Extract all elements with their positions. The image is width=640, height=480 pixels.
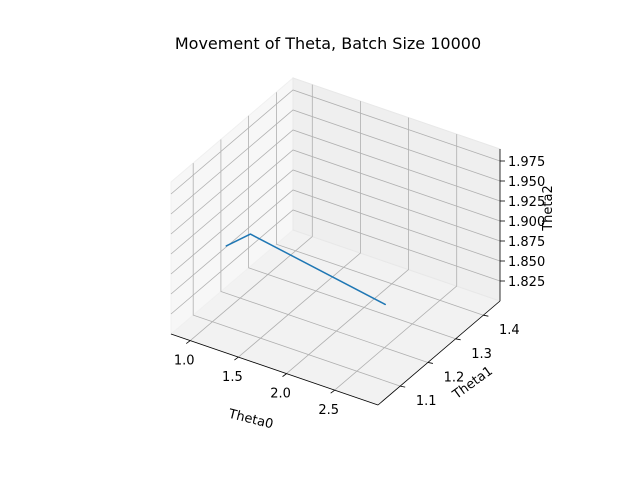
z-axis-label: Theta2 [541, 185, 556, 232]
z-tick-label: 1.875 [508, 235, 545, 250]
y-tick-mark [483, 314, 489, 317]
axis-lines [170, 149, 501, 406]
x-axis-line [170, 333, 379, 406]
z-tick-label: 1.950 [508, 175, 545, 190]
y-tick-label: 1.4 [499, 323, 520, 338]
z-tick-label: 1.900 [508, 215, 545, 230]
x-axis-label: Theta0 [226, 407, 275, 433]
x-gridline [286, 117, 409, 374]
z-tick-label: 1.925 [508, 195, 545, 210]
z-gridline [170, 169, 501, 275]
axis-panes [170, 76, 501, 406]
y-gridline [248, 115, 456, 340]
z-gridline [170, 129, 501, 235]
z-gridline [170, 189, 501, 295]
z-tick-label: 1.850 [508, 255, 545, 270]
x-tick-mark [186, 340, 191, 344]
x-gridline [238, 101, 361, 358]
series-line [225, 233, 386, 306]
tick-group: 1.0 1.5 2.0 2.5 1.1 1.2 1.3 1.4 1.825 1.850 1.875 1… [174, 155, 545, 418]
y-tick-mark [427, 362, 433, 364]
y-axis-line [377, 300, 501, 406]
z-gridline [170, 89, 501, 195]
y-tick-label: 1.3 [471, 347, 492, 362]
y-gridline [220, 139, 429, 363]
chart-title: Movement of Theta, Batch Size 10000 [175, 34, 481, 53]
x-tick-label: 2.5 [318, 403, 339, 418]
y-tick-mark [455, 338, 461, 341]
y-gridline [192, 163, 401, 387]
y-tick-label: 1.2 [444, 370, 465, 385]
series-group [225, 233, 386, 306]
x-tick-label: 1.0 [174, 354, 195, 369]
x-tick-label: 1.5 [222, 370, 243, 385]
x-tick-mark [234, 356, 239, 361]
z-tick-label: 1.975 [508, 155, 545, 170]
y-tick-mark [400, 385, 406, 388]
x-tick-mark [282, 373, 287, 377]
z-tick-label: 1.825 [508, 275, 545, 290]
y-gridline [275, 92, 484, 316]
z-gridline [170, 149, 501, 255]
x-tick-mark [330, 389, 335, 394]
grid-lines [170, 84, 501, 391]
z-gridline [170, 209, 501, 315]
x-gridline [190, 84, 313, 341]
y-tick-label: 1.1 [416, 394, 437, 409]
x-tick-label: 2.0 [270, 387, 291, 402]
z-gridline [170, 109, 501, 215]
x-gridline [334, 134, 458, 391]
